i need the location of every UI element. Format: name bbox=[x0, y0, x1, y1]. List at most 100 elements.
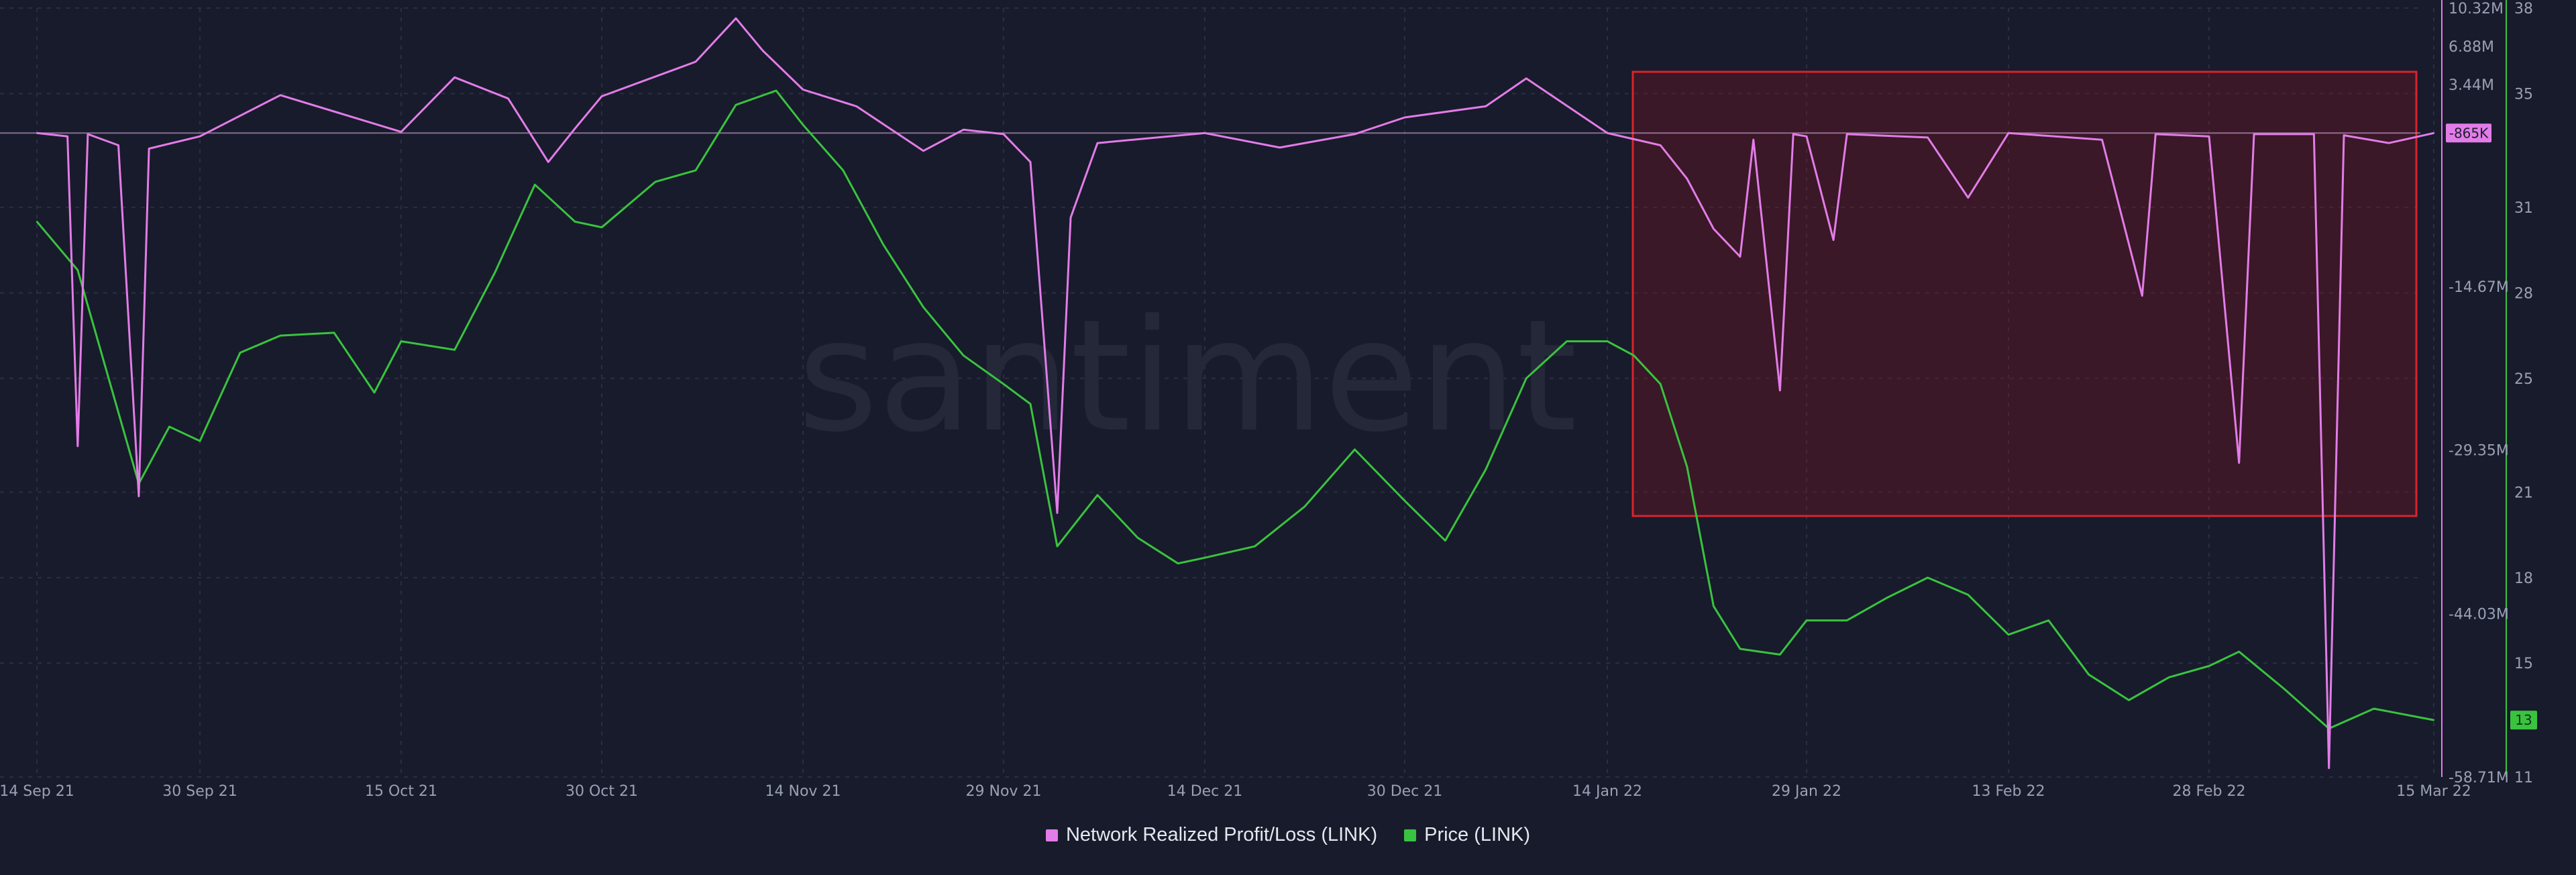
price-line-point bbox=[802, 123, 804, 126]
price-tick-label: 18 bbox=[2514, 570, 2533, 587]
profit-loss-line-point bbox=[1279, 146, 1281, 149]
profit-loss-line-point bbox=[1686, 178, 1688, 180]
price-tick-label: 25 bbox=[2514, 371, 2533, 388]
profit-loss-line-point bbox=[2007, 132, 2010, 134]
profit-loss-line-point bbox=[1056, 512, 1059, 514]
price-tick-label: 28 bbox=[2514, 285, 2533, 302]
profit-loss-line-point bbox=[2253, 133, 2255, 136]
price-line-point bbox=[36, 221, 38, 223]
price-line-point bbox=[1846, 619, 1848, 621]
profit-loss-line-point bbox=[507, 97, 509, 100]
profit-loss-line-point bbox=[1403, 116, 1406, 119]
profit-loss-line-point bbox=[199, 136, 201, 138]
profit-loss-line-point bbox=[1485, 105, 1487, 107]
price-line-point bbox=[1444, 539, 1446, 542]
pl-current-label: -865K bbox=[2449, 125, 2489, 141]
profit-loss-line-point bbox=[1354, 133, 1356, 136]
price-tick-label: 38 bbox=[2514, 1, 2533, 17]
profit-loss-line-point bbox=[66, 136, 68, 138]
price-line-point bbox=[574, 221, 576, 223]
price-tick-label: 11 bbox=[2514, 770, 2533, 786]
price-line-point bbox=[1927, 576, 1929, 579]
profit-loss-line-point bbox=[1029, 161, 1032, 163]
profit-loss-line-point bbox=[87, 133, 89, 136]
legend-item-price[interactable]: Price (LINK) bbox=[1404, 824, 1530, 846]
pl-tick-label: -29.35M bbox=[2449, 443, 2509, 460]
pl-tick-label: -44.03M bbox=[2449, 606, 2509, 623]
price-line-point bbox=[654, 181, 657, 183]
profit-loss-line-point bbox=[2432, 132, 2435, 134]
price-line-point bbox=[1136, 537, 1139, 539]
price-line-point bbox=[1660, 383, 1662, 385]
profit-loss-line-point bbox=[1846, 133, 1848, 136]
price-line-point bbox=[373, 391, 376, 394]
profit-loss-line-point bbox=[802, 89, 804, 91]
profit-loss-line-point bbox=[1832, 239, 1835, 241]
legend-label-price: Price (LINK) bbox=[1424, 824, 1531, 845]
profit-loss-line-point bbox=[1660, 144, 1662, 146]
profit-loss-line-point bbox=[735, 17, 737, 19]
price-line-point bbox=[1633, 354, 1635, 357]
profit-loss-line-point bbox=[2313, 133, 2315, 136]
profit-loss-line-point bbox=[600, 95, 603, 97]
price-tick-label: 35 bbox=[2514, 86, 2533, 103]
profit-loss-line-point bbox=[1967, 197, 1969, 199]
price-line-point bbox=[2047, 619, 2049, 621]
profit-loss-line-point bbox=[76, 445, 78, 447]
price-line-point bbox=[76, 269, 78, 271]
pl-tick-label: -14.67M bbox=[2449, 279, 2509, 296]
price-line-point bbox=[1096, 494, 1099, 496]
price-line-point bbox=[168, 425, 170, 428]
price-line-point bbox=[1886, 597, 1888, 599]
price-line-point bbox=[1739, 648, 1741, 650]
price-line-point bbox=[882, 244, 884, 246]
x-tick-label: 15 Mar 22 bbox=[2396, 783, 2471, 800]
legend-label-profit-loss: Network Realized Profit/Loss (LINK) bbox=[1065, 824, 1378, 845]
price-line-point bbox=[199, 440, 201, 442]
price-line-point bbox=[1485, 468, 1487, 470]
profit-loss-line-point bbox=[1069, 217, 1072, 219]
profit-loss-line-point bbox=[36, 132, 38, 134]
price-line-point bbox=[1525, 377, 1527, 379]
x-tick-label: 29 Jan 22 bbox=[1772, 783, 1841, 800]
pl-current-badge bbox=[2446, 123, 2491, 143]
profit-loss-line-point bbox=[1203, 132, 1206, 134]
profit-loss-line-point bbox=[1713, 227, 1715, 230]
price-current-label: 13 bbox=[2515, 712, 2532, 728]
profit-loss-line-point bbox=[1096, 142, 1099, 144]
x-tick-label: 30 Oct 21 bbox=[566, 783, 638, 800]
price-line-point bbox=[2128, 699, 2130, 701]
price-line-point bbox=[1177, 562, 1179, 564]
x-tick-label: 15 Oct 21 bbox=[365, 783, 437, 800]
price-current-badge bbox=[2510, 711, 2537, 730]
profit-loss-line-point bbox=[148, 148, 150, 150]
profit-loss-line-point bbox=[574, 127, 576, 130]
profit-loss-line bbox=[36, 17, 2434, 770]
x-tick-label: 14 Sep 21 bbox=[0, 783, 74, 800]
price-tick-label: 21 bbox=[2514, 485, 2533, 502]
x-tick-label: 30 Sep 21 bbox=[162, 783, 237, 800]
profit-loss-line-point bbox=[1805, 136, 1808, 138]
price-line-point bbox=[494, 272, 496, 274]
profit-loss-line-point bbox=[1002, 133, 1005, 136]
price-line-point bbox=[239, 352, 241, 354]
price-line-point bbox=[1713, 605, 1715, 607]
profit-loss-line-point bbox=[855, 105, 857, 107]
watermark: santiment bbox=[798, 287, 1577, 466]
profit-loss-line-point bbox=[2101, 139, 2103, 141]
pl-tick-label: 10.32M bbox=[2449, 1, 2504, 17]
profit-loss-line-point bbox=[1739, 256, 1741, 258]
profit-loss-line-point bbox=[1606, 132, 1609, 134]
profit-loss-line-point bbox=[400, 131, 402, 133]
price-line-point bbox=[2088, 674, 2090, 676]
x-tick-label: 13 Feb 22 bbox=[1972, 783, 2045, 800]
profit-loss-line-point bbox=[2387, 142, 2390, 144]
legend-item-profit-loss[interactable]: Network Realized Profit/Loss (LINK) bbox=[1045, 824, 1378, 846]
profit-loss-line-point bbox=[1525, 77, 1527, 80]
price-line-point bbox=[2238, 651, 2240, 653]
price-line-point bbox=[1566, 340, 1568, 342]
profit-loss-line-point bbox=[2155, 133, 2157, 136]
highlight-region bbox=[1631, 70, 2418, 517]
price-line-point bbox=[1606, 340, 1609, 342]
